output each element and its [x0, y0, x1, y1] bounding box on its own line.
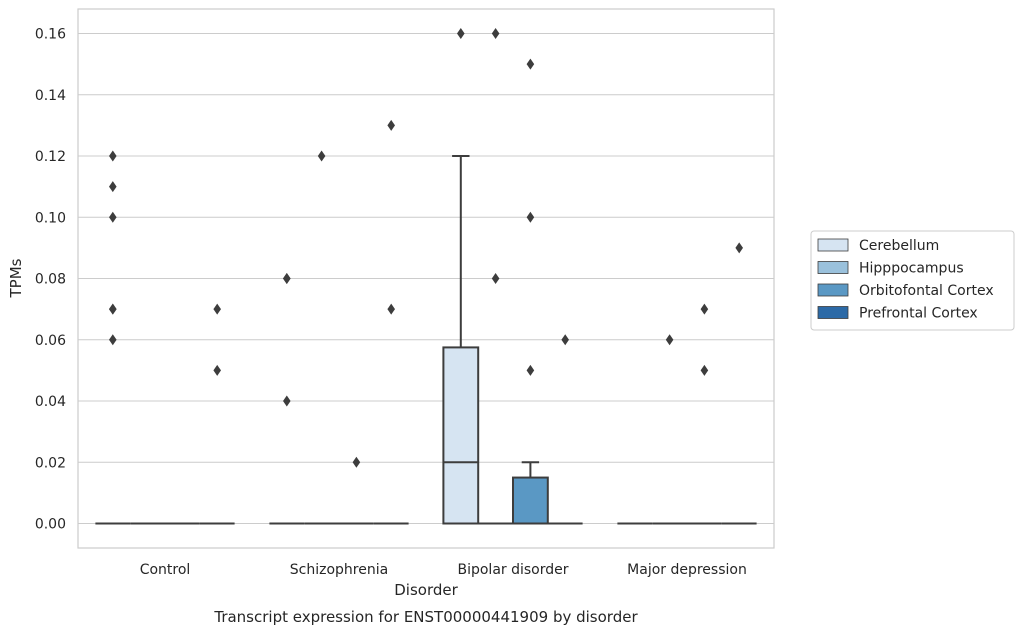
- box-0-2: [442, 28, 480, 525]
- y-axis-title: TPMs: [7, 258, 25, 298]
- outlier-point: [317, 150, 326, 162]
- y-axis-ticks: 0.00 0.02 0.04 0.06 0.08 0.10 0.12 0.14 0.16: [35, 27, 66, 533]
- box-2-3: [687, 303, 722, 525]
- y-tick-label: 0.10: [35, 210, 66, 226]
- box-1-1: [304, 150, 339, 525]
- y-tick-label: 0.00: [35, 517, 66, 533]
- outlier-point: [526, 58, 535, 70]
- outlier-point: [457, 28, 465, 39]
- outlier-point: [213, 364, 221, 376]
- outlier-point: [109, 334, 117, 346]
- outlier-point: [109, 303, 117, 315]
- legend-swatch: [817, 283, 849, 297]
- box-0-0: [95, 150, 131, 525]
- outlier-point: [283, 273, 291, 284]
- y-tick-label: 0.06: [35, 333, 66, 349]
- outlier-point: [109, 211, 117, 223]
- y-tick-label: 0.04: [35, 394, 66, 410]
- y-tick-label: 0.08: [35, 272, 66, 288]
- outlier-point: [561, 334, 569, 346]
- chart-caption: Transcript expression for ENST0000044190…: [213, 608, 638, 626]
- y-tick-label: 0.12: [35, 149, 66, 165]
- y-tick-label: 0.02: [35, 455, 66, 471]
- legend-label: Prefrontal Cortex: [859, 306, 978, 322]
- box-2-1: [339, 456, 374, 525]
- x-axis-ticks: Control Schizophrenia Bipolar disorder Majo…: [140, 562, 747, 578]
- x-tick-label: Bipolar disorder: [457, 562, 568, 578]
- box-3-1: [373, 119, 409, 525]
- box-1-3: [652, 334, 687, 525]
- legend-swatch: [817, 261, 849, 274]
- x-tick-label: Schizophrenia: [290, 562, 388, 578]
- legend-label: Hipppocampus: [859, 261, 964, 277]
- box-1-2: [478, 28, 513, 525]
- legend-swatch: [817, 306, 849, 319]
- box-2-2: [512, 58, 549, 525]
- legend: Cerebellum Hipppocampus Orbitofontal Corte…: [810, 230, 1015, 331]
- outlier-point: [109, 181, 117, 193]
- legend-label: Orbitofontal Cortex: [859, 283, 994, 299]
- outlier-point: [526, 364, 535, 376]
- x-tick-label: Major depression: [627, 562, 747, 578]
- outlier-point: [735, 242, 743, 254]
- outlier-point: [491, 273, 500, 284]
- y-tick-label: 0.16: [35, 27, 66, 43]
- outlier-point: [665, 334, 674, 346]
- legend-frame: [810, 230, 1015, 331]
- box-series: [95, 28, 757, 525]
- outlier-point: [352, 456, 361, 468]
- outlier-point: [700, 303, 709, 315]
- y-tick-label: 0.14: [35, 88, 66, 104]
- legend-swatch: [817, 238, 849, 252]
- box-3-3: [721, 242, 757, 525]
- outlier-point: [283, 395, 291, 407]
- legend-label: Cerebellum: [859, 238, 939, 254]
- outlier-point: [526, 211, 535, 223]
- x-tick-label: Control: [140, 562, 191, 578]
- outlier-point: [387, 119, 395, 131]
- outlier-point: [700, 364, 709, 376]
- outlier-point: [109, 150, 117, 162]
- x-axis-title: Disorder: [394, 581, 458, 599]
- box-body: [442, 346, 480, 525]
- outlier-point: [213, 303, 221, 315]
- plot-area-frame: [77, 8, 775, 549]
- box-body: [512, 476, 549, 525]
- outlier-point: [387, 303, 395, 315]
- box-3-2: [547, 334, 583, 525]
- box-0-1: [269, 273, 305, 525]
- outlier-point: [491, 28, 500, 39]
- box-3-0: [199, 303, 235, 525]
